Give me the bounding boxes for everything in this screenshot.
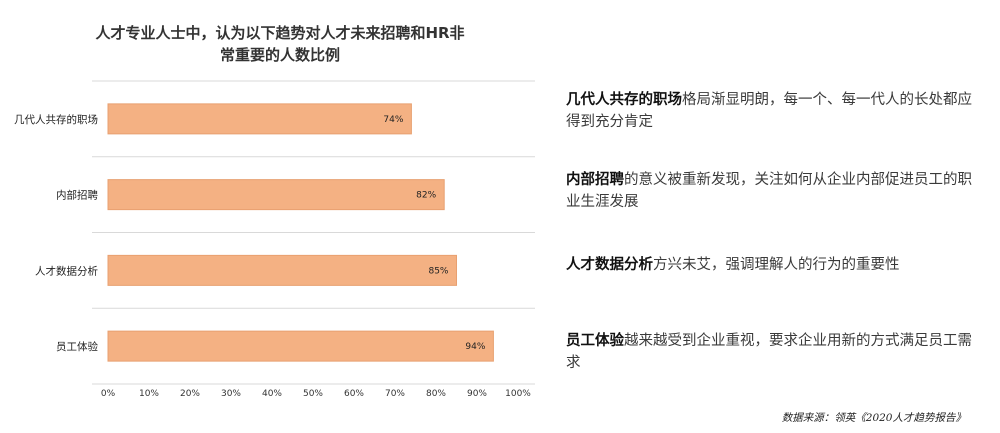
x-tick-label: 60% bbox=[344, 389, 364, 399]
x-tick-label: 30% bbox=[221, 389, 241, 399]
category-label: 人才数据分析 bbox=[35, 264, 98, 277]
chart-title: 人才专业人士中，认为以下趋势对人才未来招聘和HR非 常重要的人数比例 bbox=[40, 22, 520, 66]
bar bbox=[107, 330, 494, 362]
grid-lines bbox=[92, 80, 535, 385]
note-multigenerational: 几代人共存的职场格局渐显明朗，每一个、每一代人的长处都应得到充分肯定 bbox=[566, 89, 986, 133]
x-tick-label: 70% bbox=[385, 389, 405, 399]
chart-title-line-1: 人才专业人士中，认为以下趋势对人才未来招聘和HR非 bbox=[95, 24, 465, 42]
note-text: 越来越受到企业重视，要求企业用新的方式满足员工需求 bbox=[566, 333, 972, 371]
x-tick-label: 40% bbox=[262, 389, 282, 399]
x-tick-label: 10% bbox=[139, 389, 159, 399]
note-keyword: 人才数据分析 bbox=[566, 257, 653, 273]
category-label: 几代人共存的职场 bbox=[14, 113, 98, 126]
note-internal-recruiting: 内部招聘的意义被重新发现，关注如何从企业内部促进员工的职业生涯发展 bbox=[566, 169, 986, 213]
chart-title-line-2: 常重要的人数比例 bbox=[219, 46, 340, 64]
x-tick-label: 90% bbox=[467, 389, 487, 399]
x-tick-label: 100% bbox=[505, 389, 531, 399]
bars: 74% 82% 85% 94% bbox=[107, 103, 494, 362]
note-keyword: 内部招聘 bbox=[566, 172, 624, 188]
data-label: 82% bbox=[416, 191, 436, 201]
note-keyword: 员工体验 bbox=[566, 333, 624, 349]
note-employee-experience: 员工体验越来越受到企业重视，要求企业用新的方式满足员工需求 bbox=[566, 330, 986, 374]
note-text: 格局渐显明朗，每一个、每一代人的长处都应得到充分肯定 bbox=[566, 92, 972, 130]
bar bbox=[107, 103, 412, 135]
bar bbox=[107, 254, 457, 286]
note-keyword: 几代人共存的职场 bbox=[566, 92, 682, 108]
x-tick-label: 80% bbox=[426, 389, 446, 399]
x-tick-label: 20% bbox=[180, 389, 200, 399]
data-label: 74% bbox=[383, 115, 403, 125]
bar bbox=[107, 179, 445, 211]
x-tick-label: 0% bbox=[101, 389, 116, 399]
category-label: 员工体验 bbox=[56, 340, 98, 353]
note-text: 的意义被重新发现，关注如何从企业内部促进员工的职业生涯发展 bbox=[566, 172, 972, 210]
note-text: 方兴未艾，强调理解人的行为的重要性 bbox=[653, 257, 900, 273]
data-label: 94% bbox=[465, 342, 485, 352]
x-axis-ticks: 0% 10% 20% 30% 40% 50% 60% 70% 80% 90% 100% bbox=[101, 389, 531, 399]
x-tick-label: 50% bbox=[303, 389, 323, 399]
category-label: 内部招聘 bbox=[56, 189, 98, 202]
source-note: 数据来源：领英《2020人才趋势报告》 bbox=[781, 412, 966, 424]
data-label: 85% bbox=[428, 266, 448, 276]
note-people-analytics: 人才数据分析方兴未艾，强调理解人的行为的重要性 bbox=[566, 254, 986, 276]
